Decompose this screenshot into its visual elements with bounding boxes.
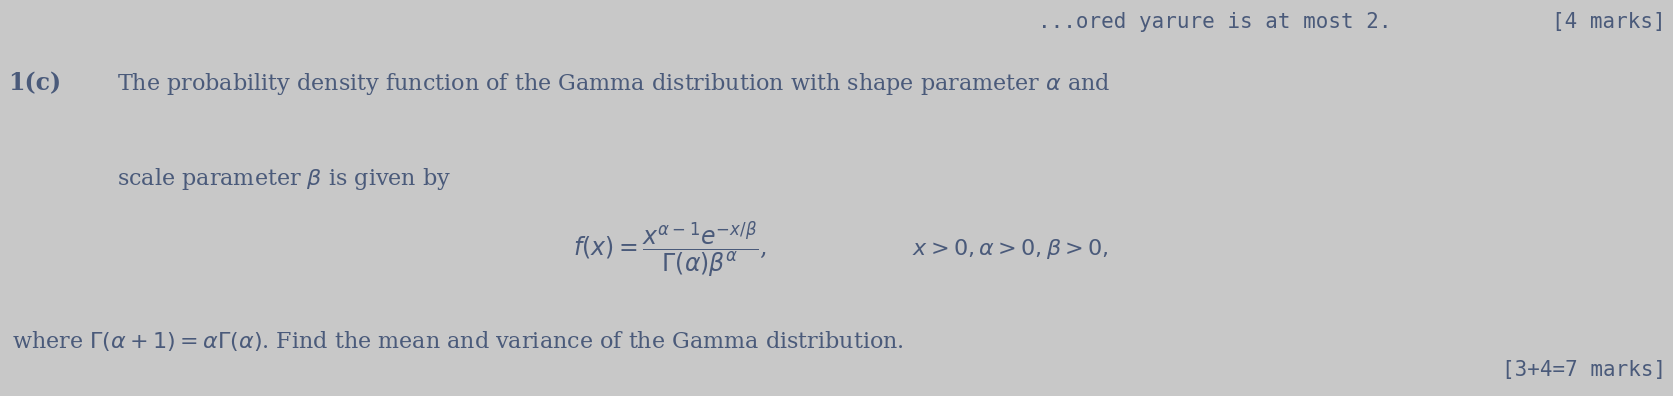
Text: $f(x) = \dfrac{x^{\alpha-1}e^{-x/\beta}}{\Gamma(\alpha)\beta^{\alpha}}$,: $f(x) = \dfrac{x^{\alpha-1}e^{-x/\beta}}… xyxy=(572,219,766,280)
Text: 1(c): 1(c) xyxy=(8,71,62,95)
Text: scale parameter $\beta$ is given by: scale parameter $\beta$ is given by xyxy=(117,166,452,192)
Text: [4 marks]: [4 marks] xyxy=(1551,12,1665,32)
Text: ...ored yarure is at most 2.: ...ored yarure is at most 2. xyxy=(1037,12,1390,32)
Text: $x > 0, \alpha > 0, \beta > 0,$: $x > 0, \alpha > 0, \beta > 0,$ xyxy=(912,238,1109,261)
Text: where $\Gamma(\alpha + 1) = \alpha\Gamma(\alpha)$. Find the mean and variance of: where $\Gamma(\alpha + 1) = \alpha\Gamma… xyxy=(12,329,903,353)
Text: [3+4=7 marks]: [3+4=7 marks] xyxy=(1501,360,1665,380)
Text: The probability density function of the Gamma distribution with shape parameter : The probability density function of the … xyxy=(117,71,1111,97)
